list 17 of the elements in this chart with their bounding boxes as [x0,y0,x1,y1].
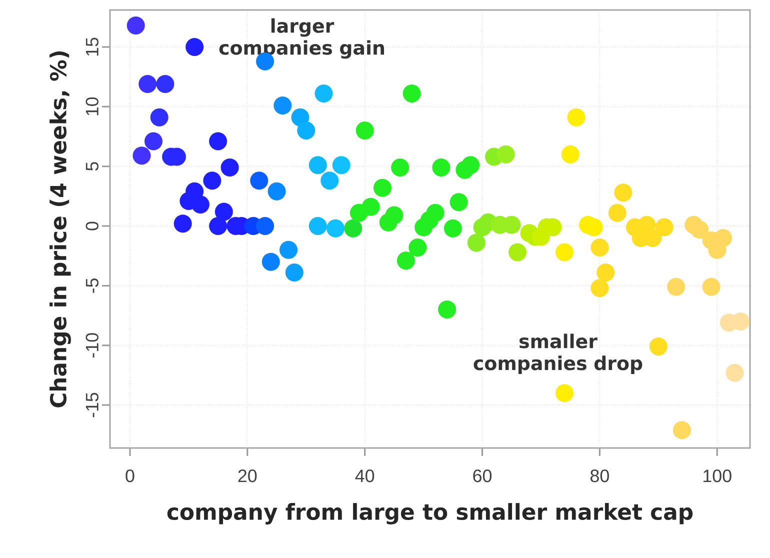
x-tick-label: 0 [126,470,134,482]
y-tick-label: -15 [86,392,98,418]
x-tick-label: 80 [590,470,609,482]
y-tick-label: 15 [86,38,98,56]
y-tick-label: -5 [86,278,98,293]
x-tick-label: 60 [473,470,492,482]
y-tick-label: 0 [86,222,98,230]
annotation: smaller companies drop [474,334,642,374]
x-axis-title: company from large to smaller market cap [167,503,693,524]
x-tick-label: 40 [355,470,374,482]
y-tick-label: 5 [86,162,98,171]
x-tick-label: 20 [238,470,257,482]
y-tick-label: 10 [86,97,98,116]
annotation: larger companies gain [219,18,384,59]
y-axis-title: Change in price (4 weeks, %) [50,51,71,408]
y-tick-label: -10 [86,333,98,358]
x-tick-label: 100 [704,470,732,482]
